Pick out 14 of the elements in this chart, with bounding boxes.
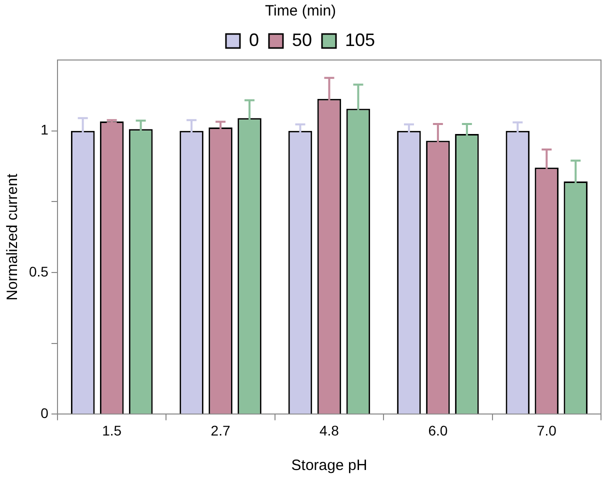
y-axis-title: Normalized current xyxy=(4,172,22,300)
x-tick-label: 6.0 xyxy=(428,422,448,438)
x-tick-label: 7.0 xyxy=(536,422,557,438)
legend-label: 105 xyxy=(345,30,376,50)
x-tick-label: 2.7 xyxy=(210,422,230,438)
x-tick-label: 4.8 xyxy=(319,422,340,438)
legend-label: 0 xyxy=(248,30,259,50)
x-tick-label: 1.5 xyxy=(102,422,122,438)
y-tick-label: 0 xyxy=(40,405,49,422)
x-axis-title: Storage pH xyxy=(291,457,368,474)
y-tick-label: 1 xyxy=(40,122,49,138)
legend-label: 50 xyxy=(292,30,312,50)
y-tick-label: 0.5 xyxy=(28,263,49,280)
legend-title: Time (min) xyxy=(264,2,336,20)
